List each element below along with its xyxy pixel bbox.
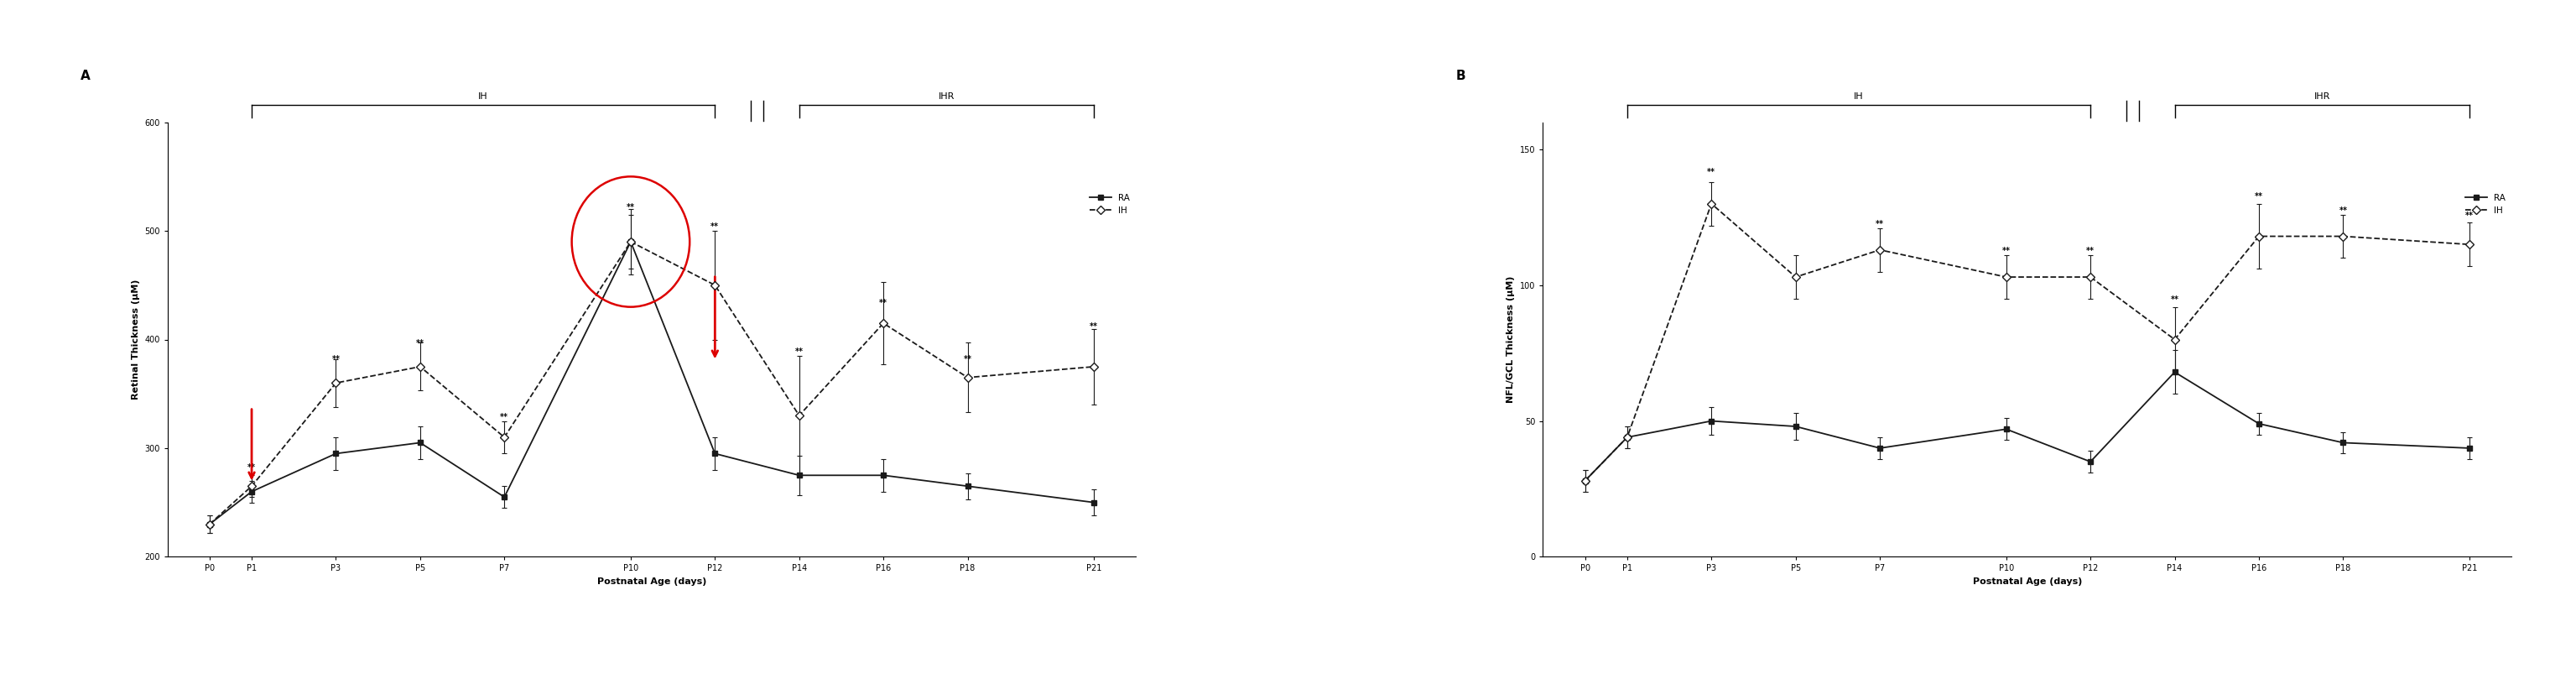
Text: **: ** [500, 413, 507, 421]
Text: **: ** [2339, 206, 2347, 215]
Y-axis label: NFL/GCL Thickness (μM): NFL/GCL Thickness (μM) [1507, 276, 1515, 403]
Text: **: ** [2087, 247, 2094, 255]
Text: IH: IH [1855, 92, 1862, 100]
Text: **: ** [247, 464, 255, 472]
Text: A: A [80, 70, 90, 83]
Text: **: ** [1708, 168, 1716, 177]
Text: IH: IH [479, 92, 489, 100]
Text: IHR: IHR [938, 92, 956, 100]
Text: **: ** [332, 355, 340, 363]
Text: **: ** [2002, 247, 2009, 255]
X-axis label: Postnatal Age (days): Postnatal Age (days) [1973, 577, 2081, 586]
Legend: RA, IH: RA, IH [2463, 190, 2509, 218]
Text: **: ** [415, 339, 425, 347]
Text: **: ** [2465, 212, 2473, 220]
X-axis label: Postnatal Age (days): Postnatal Age (days) [598, 577, 706, 586]
Text: **: ** [2254, 193, 2264, 201]
Text: **: ** [878, 299, 889, 307]
Text: B: B [1455, 70, 1466, 83]
Text: **: ** [711, 223, 719, 231]
Text: **: ** [1875, 220, 1883, 228]
Y-axis label: Retinal Thickness (μM): Retinal Thickness (μM) [131, 279, 139, 400]
Legend: RA, IH: RA, IH [1087, 190, 1133, 218]
Text: **: ** [1090, 323, 1097, 331]
Text: **: ** [796, 348, 804, 356]
Text: **: ** [963, 355, 971, 363]
Text: **: ** [626, 203, 634, 211]
Text: IHR: IHR [2313, 92, 2331, 100]
Text: **: ** [2172, 296, 2179, 304]
